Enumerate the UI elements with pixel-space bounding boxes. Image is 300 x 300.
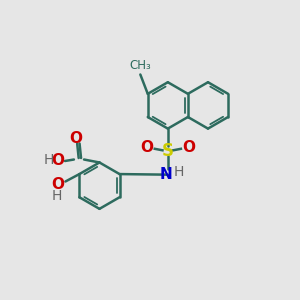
- Text: O: O: [69, 131, 82, 146]
- Text: O: O: [182, 140, 195, 155]
- Text: H: H: [44, 152, 54, 167]
- Text: N: N: [160, 167, 173, 182]
- Text: H: H: [52, 189, 62, 203]
- Text: S: S: [162, 142, 174, 160]
- Text: CH₃: CH₃: [130, 59, 151, 72]
- Text: O: O: [51, 177, 64, 192]
- Text: O: O: [140, 140, 154, 155]
- Text: O: O: [51, 154, 64, 169]
- Text: H: H: [174, 165, 184, 179]
